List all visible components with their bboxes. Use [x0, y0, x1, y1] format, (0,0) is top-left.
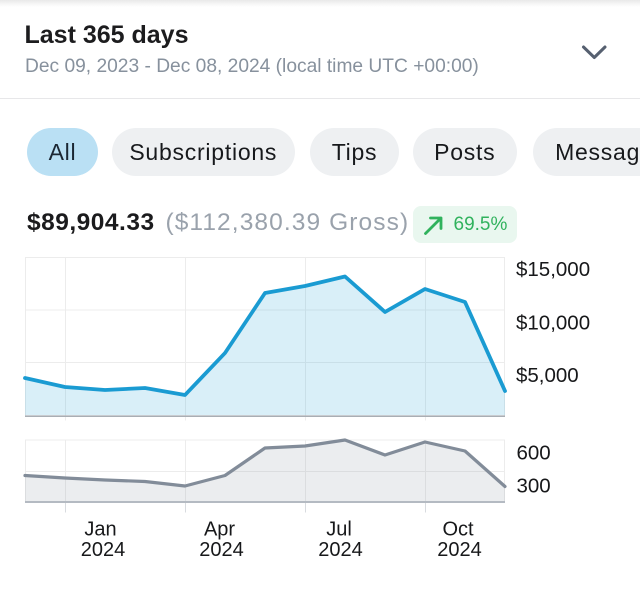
svg-text:$5,000: $5,000 — [516, 364, 579, 387]
svg-text:300: 300 — [517, 475, 551, 498]
svg-text:Jul: Jul — [326, 519, 352, 541]
svg-text:$15,000: $15,000 — [516, 258, 590, 281]
svg-text:Apr: Apr — [204, 519, 235, 541]
svg-text:2024: 2024 — [81, 539, 126, 561]
svg-text:2024: 2024 — [199, 539, 244, 561]
svg-text:2024: 2024 — [318, 539, 363, 561]
svg-text:2024: 2024 — [437, 539, 482, 561]
svg-text:Jan: Jan — [84, 519, 116, 541]
svg-text:$10,000: $10,000 — [516, 312, 590, 335]
svg-text:Oct: Oct — [442, 519, 474, 541]
svg-text:600: 600 — [517, 442, 551, 465]
